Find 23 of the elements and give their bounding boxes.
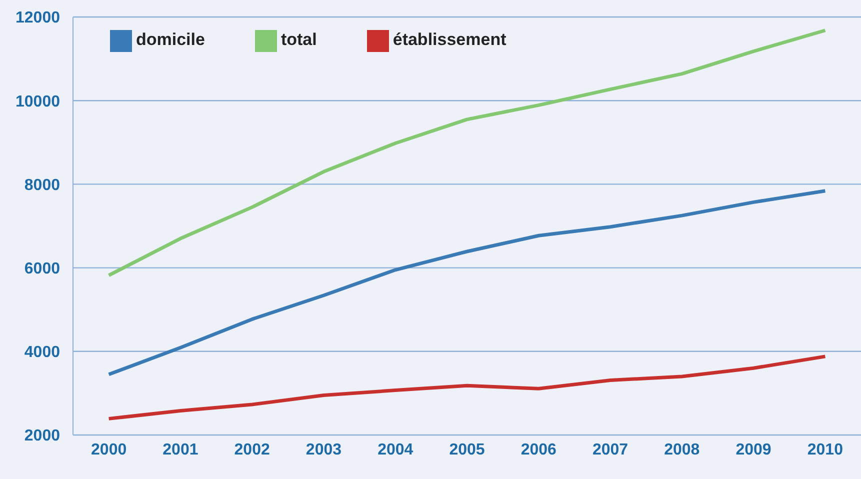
- x-tick-label: 2010: [807, 441, 844, 458]
- x-tick-label: 2003: [306, 441, 342, 458]
- y-tick-label: 6000: [24, 260, 60, 278]
- legend-label: total: [280, 30, 317, 50]
- x-tick-label: 2002: [234, 441, 270, 458]
- y-tick-label: 2000: [24, 428, 60, 445]
- x-tick-label: 2006: [520, 441, 557, 458]
- legend-label: établissement: [392, 30, 506, 50]
- x-tick-label: 2004: [378, 441, 414, 458]
- x-tick-label: 2009: [736, 441, 772, 458]
- x-tick-label: 2008: [664, 441, 700, 458]
- legend-label: domicile: [136, 30, 205, 50]
- x-tick-label: 2007: [592, 441, 628, 458]
- x-tick-label: 2005: [449, 441, 485, 458]
- y-tick-label: 12000: [16, 10, 60, 27]
- y-tick-label: 10000: [16, 93, 60, 110]
- x-tick-label: 2000: [91, 441, 127, 458]
- y-tick-label: 8000: [24, 176, 60, 194]
- line-series: [107, 354, 827, 420]
- line-series: [107, 28, 827, 278]
- y-tick-label: 4000: [24, 344, 60, 362]
- line-series: [107, 189, 827, 376]
- x-tick-label: 2001: [162, 441, 198, 458]
